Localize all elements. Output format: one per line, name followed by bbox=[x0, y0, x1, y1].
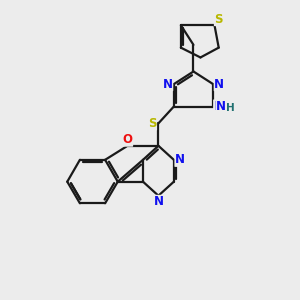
Text: N: N bbox=[214, 78, 224, 91]
Text: H: H bbox=[226, 103, 234, 113]
Text: N: N bbox=[163, 78, 173, 91]
Text: N: N bbox=[153, 195, 164, 208]
Text: N: N bbox=[216, 100, 226, 113]
Text: N: N bbox=[175, 153, 185, 166]
Text: O: O bbox=[123, 133, 133, 146]
Text: S: S bbox=[148, 117, 157, 130]
Text: N: N bbox=[214, 100, 224, 113]
Text: S: S bbox=[214, 13, 223, 26]
